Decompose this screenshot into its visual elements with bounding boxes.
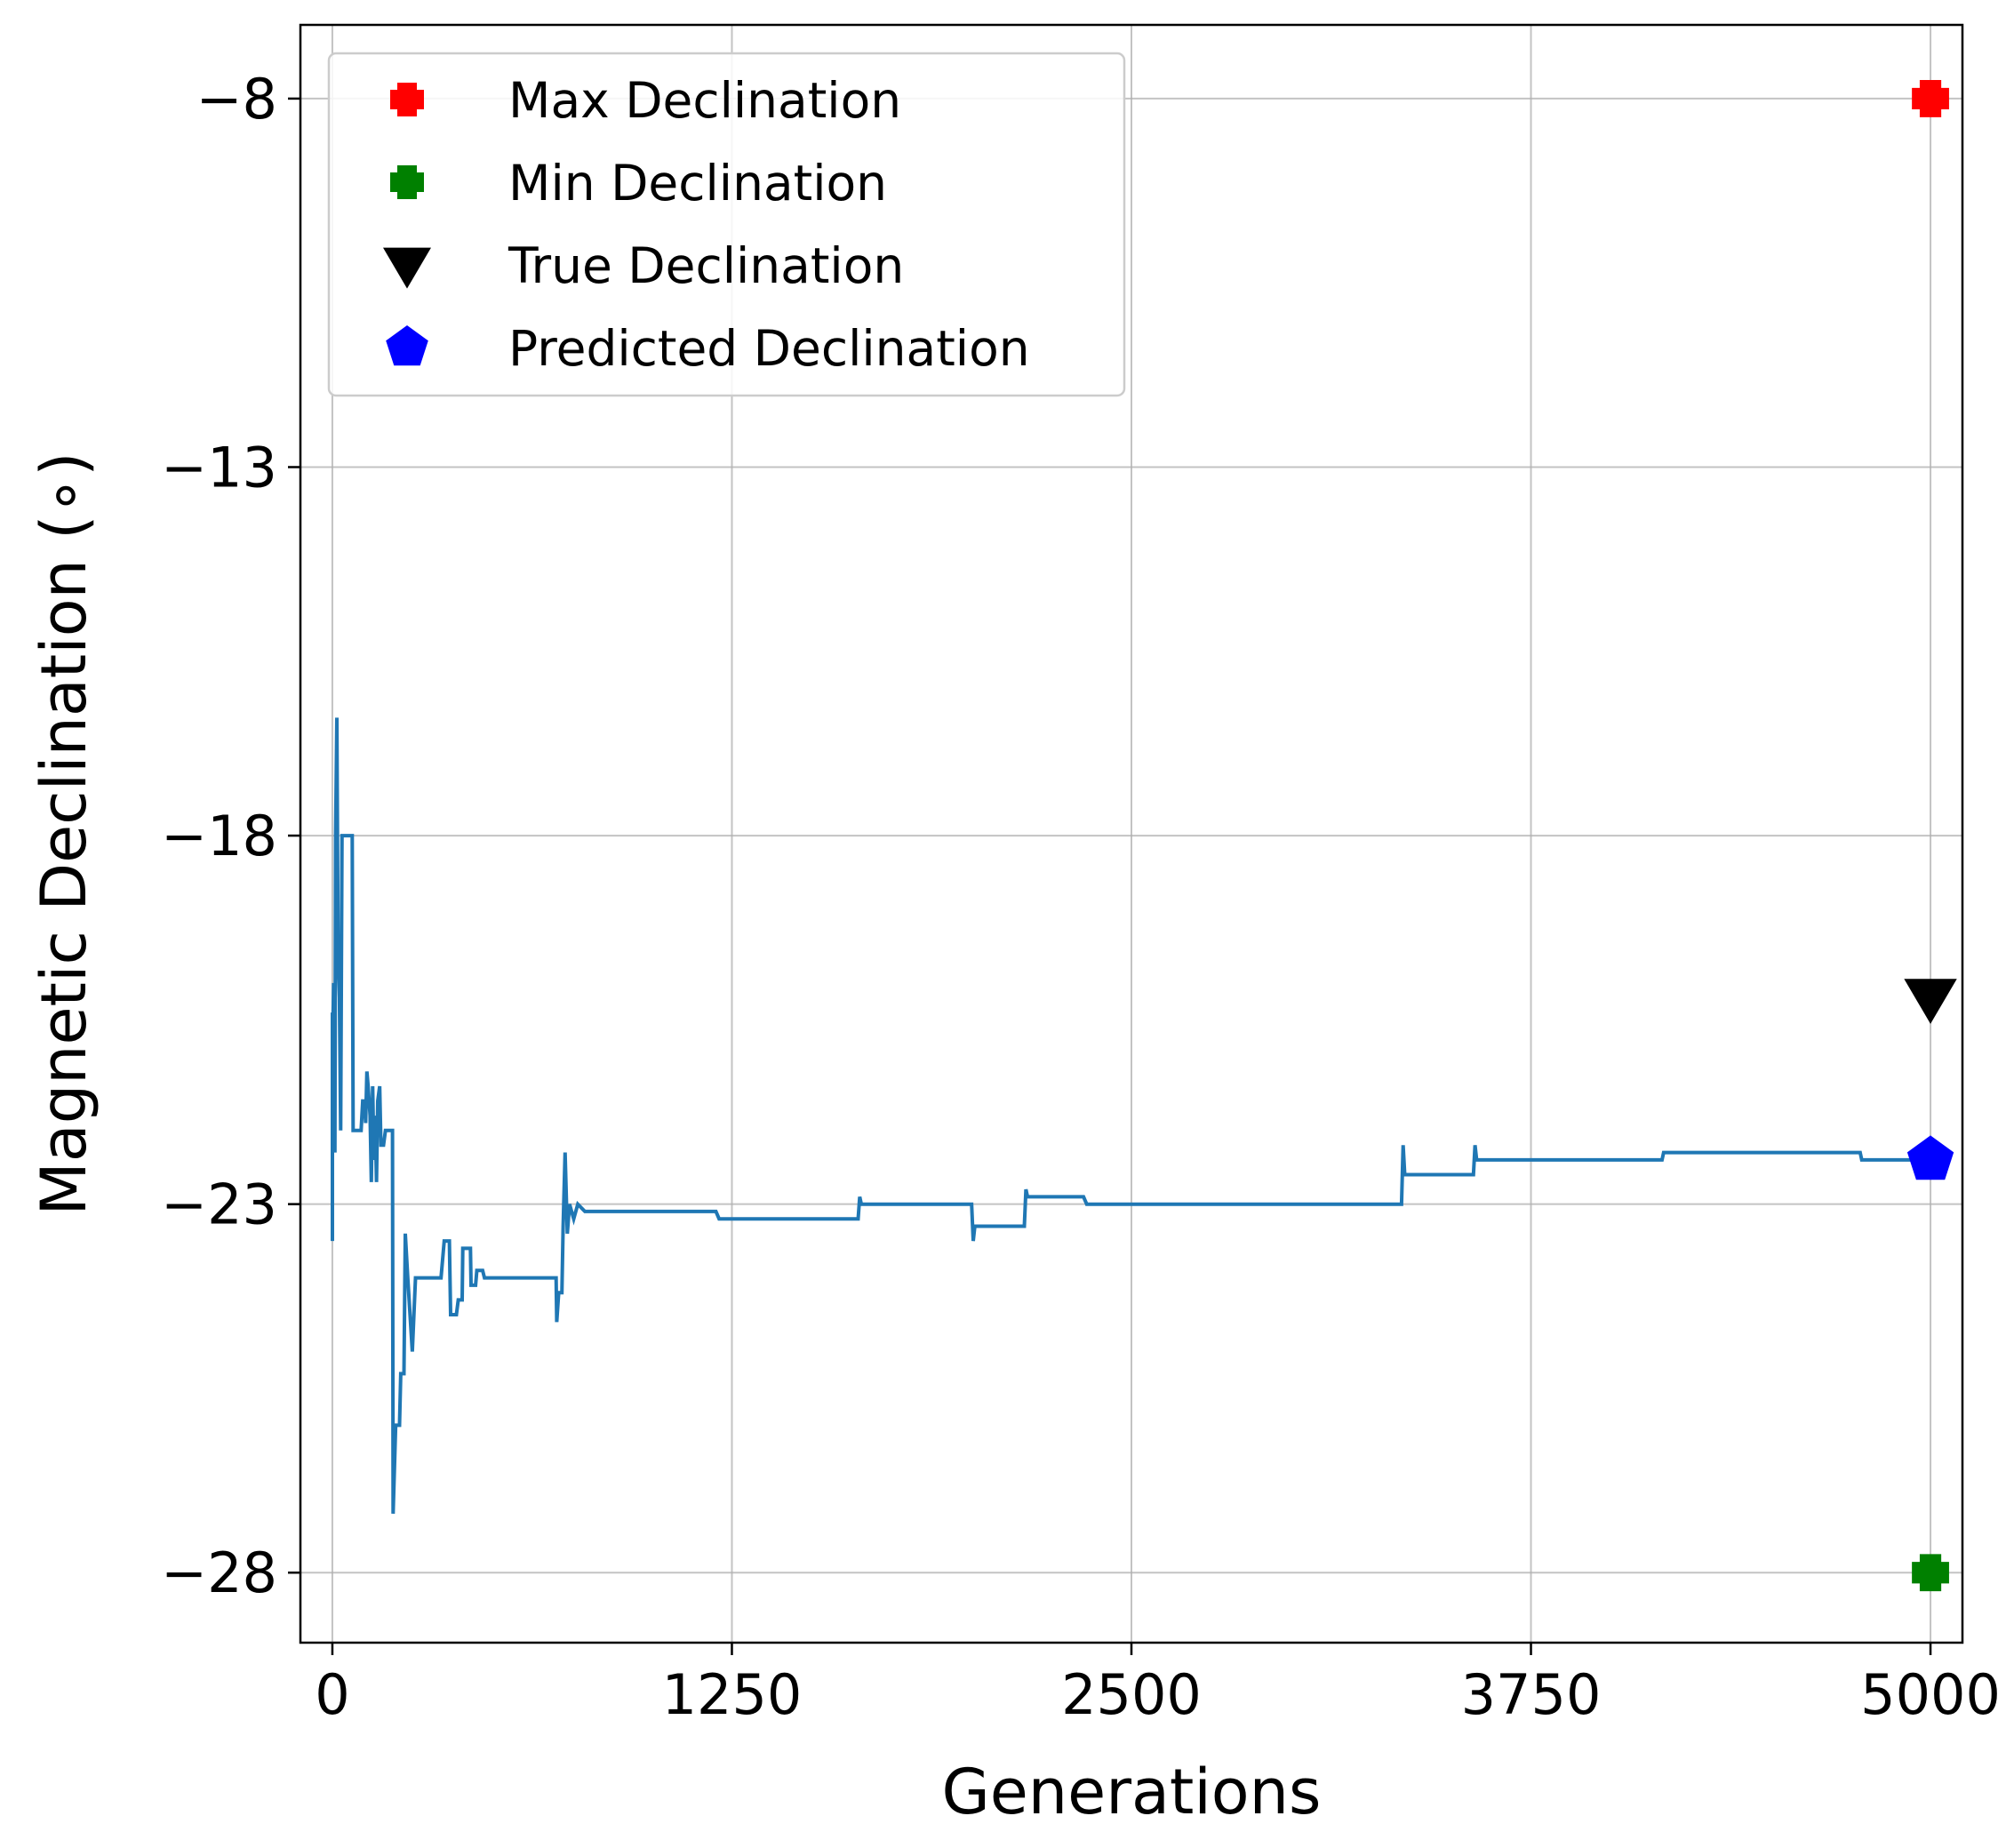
legend-max-declination-symbol — [390, 83, 424, 116]
y-tick-label-1: −13 — [161, 435, 277, 500]
legend-predicted-declination-label: Predicted Declination — [508, 320, 1030, 377]
predicted-declination-marker — [1906, 1135, 1954, 1180]
x-tick-label-2: 2500 — [1061, 1662, 1202, 1727]
series-layer — [331, 717, 1930, 1514]
x-tick-label-4: 5000 — [1860, 1662, 1998, 1727]
legend-true-declination-label: True Declination — [507, 237, 904, 294]
min-declination-marker — [1912, 1554, 1949, 1592]
max-declination-marker — [1912, 80, 1949, 117]
y-axis-title: Magnetic Declination (∘) — [28, 452, 100, 1215]
x-tick-label-1: 1250 — [662, 1662, 803, 1727]
y-tick-label-2: −18 — [161, 804, 277, 868]
legend: Max Declination Min Declination True Decli… — [327, 52, 1126, 397]
legend-min-declination-label: Min Declination — [508, 155, 887, 212]
true-declination-marker — [1904, 979, 1957, 1024]
x-tick-label-3: 3750 — [1461, 1662, 1602, 1727]
legend-max-declination-label: Max Declination — [508, 72, 901, 129]
x-tick-label-0: 0 — [315, 1662, 349, 1727]
legend-predicted-declination-symbol — [386, 325, 428, 366]
y-tick-label-3: −23 — [161, 1172, 277, 1237]
legend-box — [327, 52, 1126, 397]
y-tick-label-4: −28 — [161, 1540, 277, 1605]
legend-min-declination-symbol — [390, 165, 424, 199]
series-line-0 — [331, 717, 1930, 1514]
y-tick-label-0: −8 — [196, 67, 277, 132]
axis-ticks: 0 1250 2500 3750 5000 −8 −13 −18 −23 −28 — [161, 67, 1998, 1727]
x-axis-title: Generations — [942, 1756, 1322, 1828]
legend-true-declination-symbol — [383, 247, 431, 289]
markers-layer — [1904, 80, 1957, 1592]
